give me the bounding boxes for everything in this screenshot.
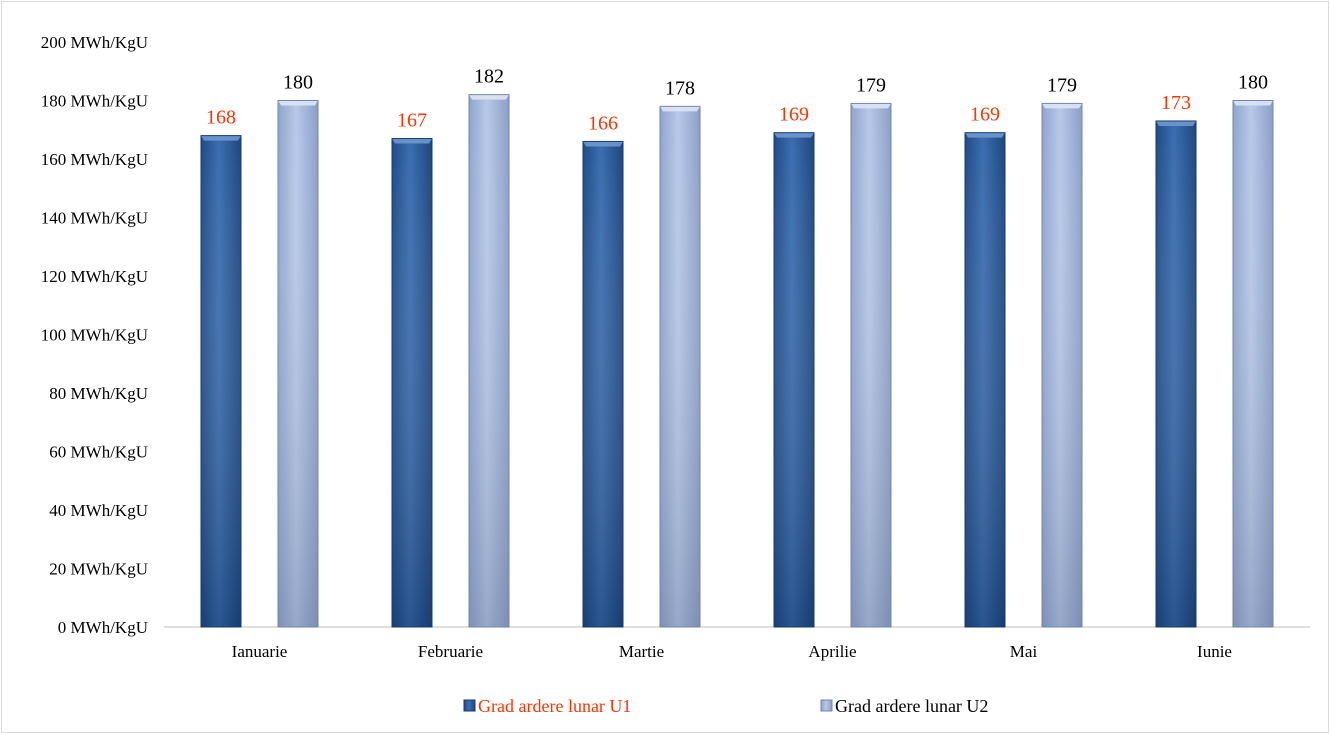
y-tick-label: 180 MWh/KgU [41,92,148,111]
y-tick-label: 160 MWh/KgU [41,150,148,169]
y-tick-label: 120 MWh/KgU [41,267,148,286]
y-axis: 0 MWh/KgU 20 MWh/KgU 40 MWh/KgU 60 MWh/KgU 8… [41,33,148,637]
x-tick-label: Iunie [1197,642,1232,661]
x-tick-label: Mai [1010,642,1038,661]
data-label-u1: 173 [1161,92,1191,114]
legend-item-u1: Grad ardere lunar U1 [463,696,631,716]
bar-u1 [964,132,1006,628]
y-tick-label: 40 MWh/KgU [49,501,148,520]
y-tick-label: 20 MWh/KgU [49,560,148,579]
bar-u1 [200,135,242,628]
data-label-u1: 169 [779,104,809,126]
legend: Grad ardere lunar U1 Grad ardere lunar U2 [463,696,988,716]
y-tick-label: 200 MWh/KgU [41,33,148,52]
bar-u2 [277,100,319,628]
x-tick-label: Februarie [418,642,483,661]
y-tick-label: 140 MWh/KgU [41,209,148,228]
legend-swatch [463,699,476,712]
data-label-u1: 168 [206,107,236,129]
bar-u2 [659,105,701,628]
data-label-u2: 179 [1047,74,1077,96]
legend-item-u2: Grad ardere lunar U2 [820,696,988,716]
x-tick-label: Ianuarie [232,642,288,661]
x-tick-label: Aprilie [808,642,856,661]
y-tick-label: 80 MWh/KgU [49,384,148,403]
data-label-u1: 166 [588,112,618,134]
bar-u1 [773,132,815,628]
x-axis: Ianuarie Februarie Martie Aprilie Mai Iunie [232,642,1232,661]
data-label-u2: 180 [283,72,313,94]
bar-u1 [582,140,624,628]
legend-label: Grad ardere lunar U1 [478,696,631,716]
bars [200,94,1274,628]
bar-u1 [391,138,433,628]
bar-u2 [1041,102,1083,628]
data-label-u1: 169 [970,104,1000,126]
data-labels: 168 180 167 182 166 178 169 179 169 179 173 180 [206,66,1268,135]
bar-u2 [1232,100,1274,628]
bar-u2 [468,94,510,628]
y-tick-label: 100 MWh/KgU [41,326,148,345]
y-tick-label: 0 MWh/KgU [58,618,148,637]
data-label-u2: 179 [856,74,886,96]
x-tick-label: Martie [619,642,664,661]
bar-u1 [1155,120,1197,628]
data-label-u2: 182 [474,66,504,88]
legend-label: Grad ardere lunar U2 [835,696,988,716]
data-label-u2: 178 [665,77,695,99]
data-label-u2: 180 [1238,72,1268,94]
data-label-u1: 167 [397,110,427,132]
bar-u2 [850,102,892,628]
y-tick-label: 60 MWh/KgU [49,443,148,462]
legend-swatch [820,699,833,712]
